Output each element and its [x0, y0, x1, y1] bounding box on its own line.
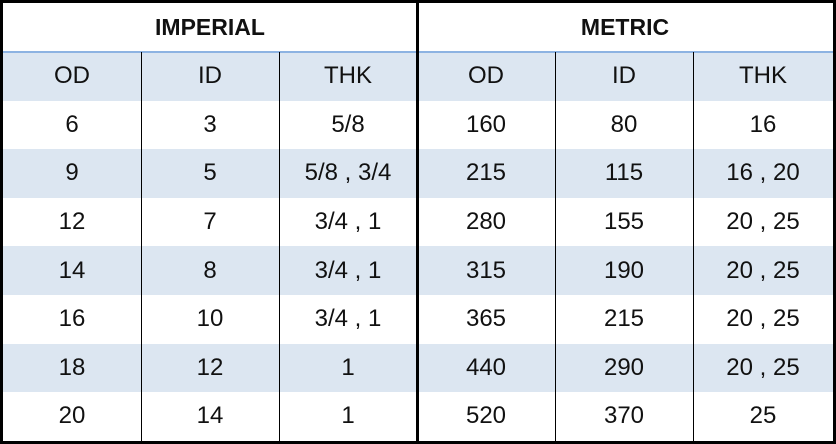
table-cell: 1: [341, 353, 355, 381]
table-cell: 20 , 25: [726, 256, 800, 284]
column-header: ID: [198, 62, 222, 90]
group-header: METRIC: [580, 14, 670, 40]
column-header: ID: [612, 62, 636, 90]
table-cell: 290: [603, 353, 645, 381]
table-cell: 18: [58, 353, 86, 381]
table-cell: 3/4 , 1: [314, 208, 382, 236]
table-cell: 8: [203, 256, 217, 284]
table-cell: 25: [749, 402, 777, 430]
table-cell: 12: [196, 353, 224, 381]
group-divider: [416, 3, 419, 441]
table-cell: 5/8: [331, 110, 365, 138]
table-cell: 14: [196, 402, 224, 430]
table-cell: 3/4 , 1: [314, 305, 382, 333]
table-cell: 20 , 25: [726, 353, 800, 381]
table-cell: 215: [465, 159, 507, 187]
column-divider: [693, 52, 694, 441]
table-cell: 280: [465, 208, 507, 236]
column-header: OD: [468, 62, 504, 90]
table-cell: 315: [465, 256, 507, 284]
table-cell: 115: [604, 159, 644, 187]
table-cell: 16 , 20: [726, 159, 800, 187]
group-header: IMPERIAL: [155, 14, 265, 40]
table-cell: 20 , 25: [726, 305, 800, 333]
table-cell: 9: [65, 159, 79, 187]
table-cell: 155: [603, 208, 645, 236]
table-cell: 6: [65, 110, 79, 138]
column-divider: [279, 52, 280, 441]
column-divider: [555, 52, 556, 441]
column-header: THK: [739, 62, 787, 90]
table-cell: 190: [603, 256, 645, 284]
table-cell: 10: [196, 305, 224, 333]
table-cell: 16: [749, 110, 777, 138]
column-divider: [141, 52, 142, 441]
table-cell: 365: [465, 305, 507, 333]
column-header: THK: [324, 62, 372, 90]
table-cell: 370: [603, 402, 645, 430]
column-header: OD: [54, 62, 90, 90]
table-cell: 1: [341, 402, 355, 430]
table-cell: 12: [58, 208, 86, 236]
table-cell: 16: [58, 305, 86, 333]
table-cell: 5: [203, 159, 217, 187]
table-cell: 215: [603, 305, 645, 333]
table-cell: 20 , 25: [726, 208, 800, 236]
table-cell: 80: [610, 110, 638, 138]
table-cell: 7: [203, 208, 217, 236]
table-cell: 520: [465, 402, 507, 430]
table-cell: 3/4 , 1: [314, 256, 382, 284]
table-cell: 3: [203, 110, 217, 138]
table-cell: 5/8 , 3/4: [304, 159, 392, 187]
table-cell: 20: [58, 402, 86, 430]
table-cell: 160: [465, 110, 507, 138]
table-cell: 14: [58, 256, 86, 284]
table-cell: 440: [465, 353, 507, 381]
